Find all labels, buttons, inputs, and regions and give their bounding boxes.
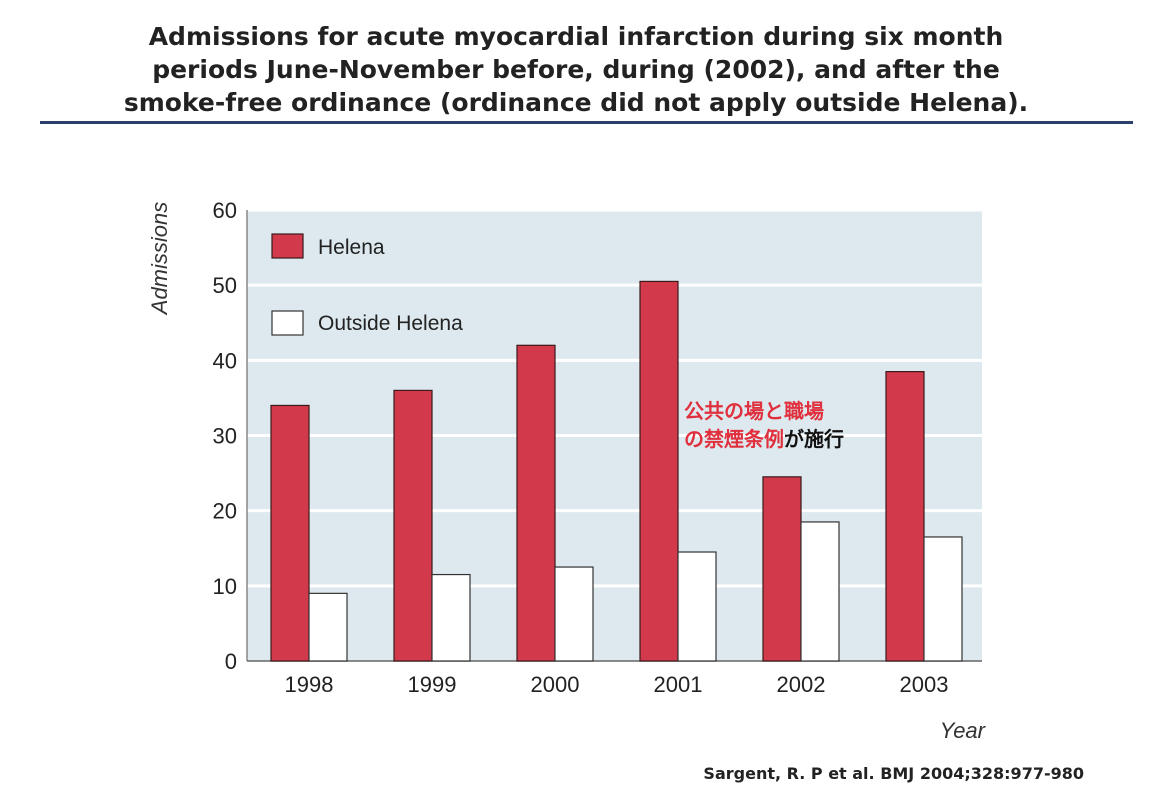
legend-swatch-helena xyxy=(271,233,304,259)
legend-swatch-outside xyxy=(271,310,304,336)
annotation-line-2: の禁煙条例が施行 xyxy=(684,427,844,451)
y-axis-label: Admissions xyxy=(147,202,172,316)
x-tick-label: 2003 xyxy=(900,672,949,697)
y-tick-label: 10 xyxy=(213,574,237,599)
bar-outside-helena xyxy=(554,566,594,662)
citation: Sargent, R. P et al. BMJ 2004;328:977-98… xyxy=(703,764,1084,783)
bar-helena xyxy=(270,404,310,662)
annotation-line-2-red: の禁煙条例 xyxy=(684,427,784,451)
legend-label-outside: Outside Helena xyxy=(318,312,463,335)
x-tick-label: 2000 xyxy=(531,672,580,697)
x-tick-label: 1999 xyxy=(408,672,457,697)
y-tick-label: 40 xyxy=(213,348,237,373)
y-tick-label: 30 xyxy=(213,424,237,449)
annotation-line-2-black: が施行 xyxy=(784,427,844,451)
title-divider xyxy=(40,121,1133,124)
x-tick-label: 2001 xyxy=(654,672,703,697)
bar-helena xyxy=(639,280,679,662)
bar-outside-helena xyxy=(308,592,348,662)
bar-helena xyxy=(762,476,802,662)
annotation-line-1: 公共の場と職場 xyxy=(684,399,824,423)
bar-helena xyxy=(885,371,925,662)
y-tick-label: 50 xyxy=(213,273,237,298)
y-tick-label: 60 xyxy=(213,198,237,223)
y-tick-label: 20 xyxy=(213,499,237,524)
x-tick-label: 1998 xyxy=(285,672,334,697)
x-tick-label: 2002 xyxy=(777,672,826,697)
bar-outside-helena xyxy=(923,536,963,662)
bar-outside-helena xyxy=(677,551,717,662)
bar-outside-helena xyxy=(800,521,840,662)
x-axis-label: Year xyxy=(940,718,987,743)
legend-label-helena: Helena xyxy=(318,236,385,259)
bar-helena xyxy=(393,389,433,662)
bar-outside-helena xyxy=(431,573,471,662)
y-tick-label: 0 xyxy=(225,649,237,674)
bar-helena xyxy=(516,344,556,662)
slide-title: Admissions for acute myocardial infarcti… xyxy=(123,22,1029,117)
